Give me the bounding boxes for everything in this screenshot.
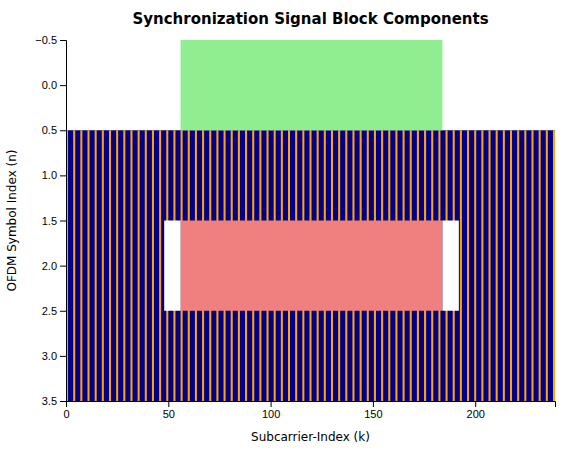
region-rect [80,130,82,401]
x-axis-tick-label: 100 [262,408,280,420]
y-axis-tick: 2.0 [42,260,66,272]
region-rect [66,130,555,401]
y-axis-tick-label: 0.0 [42,79,57,91]
y-axis-tick-mark [60,130,66,131]
region-rect [164,221,180,311]
chart: 0 50 100 150 200 −0.5 0.0 0.5 1.0 1.5 2.0 2.5 3.0 3.5… [0,0,579,453]
y-axis-tick: 3.0 [42,350,66,362]
region-rect [442,221,458,311]
region-rect [517,130,519,401]
y-axis-tick: 0.5 [42,124,66,136]
y-axis-tick-label: 3.0 [42,350,57,362]
y-axis-tick: 1.5 [42,215,66,227]
y-axis-tick: −0.5 [35,34,66,46]
y-axis-tick-mark [60,85,66,86]
region-rect [181,40,443,130]
x-axis-tick-label: 50 [163,408,175,420]
x-axis-tick: 50 [163,401,175,420]
x-axis-tick: 100 [262,401,280,420]
region-rect [510,130,512,401]
y-axis-tick-label: 2.0 [42,260,57,272]
region-rect [152,130,154,401]
x-axis-title: Subcarrier-Index (k) [251,430,370,444]
y-axis-tick-label: 1.0 [42,169,57,181]
x-axis-tick-label: 0 [63,408,69,420]
y-axis-tick-mark [60,221,66,222]
x-axis-tick: 200 [467,401,485,420]
y-axis-tick-mark [60,311,66,312]
region-rect [489,130,491,401]
y-axis-tick-mark [60,175,66,176]
x-axis-tick-mark [373,401,374,407]
region-rect [109,130,111,401]
y-axis-tick: 0.0 [42,79,66,91]
y-axis-tick-label: 0.5 [42,124,57,136]
region-rect [460,130,462,401]
region-rect [130,130,132,401]
y-axis-tick: 1.0 [42,169,66,181]
y-axis-tick-label: 3.5 [42,395,57,407]
region-rect [123,130,125,401]
x-axis-tick-mark [168,401,169,407]
x-axis-tick-label: 150 [364,408,382,420]
region-rect [524,130,526,401]
region-rect [503,130,505,401]
y-axis-title: OFDM Symbol Index (n) [5,149,19,291]
region-rect [481,130,483,401]
region-rect [116,130,118,401]
x-axis-tick-label: 200 [467,408,485,420]
y-axis-tick-mark [60,40,66,41]
region-rect [531,130,533,401]
region-rect [181,221,443,311]
y-axis-tick: 2.5 [42,305,66,317]
region-rect [496,130,498,401]
y-axis-tick-mark [60,356,66,357]
marks [66,40,555,401]
region-rect [102,130,104,401]
region-rect [145,130,147,401]
region-rect [73,130,75,401]
region-rect [138,130,140,401]
plot: 0 50 100 150 200 −0.5 0.0 0.5 1.0 1.5 2.0 2.5 3.0 3.5 [35,34,555,420]
y-axis-line [60,41,67,402]
region-rect [87,130,89,401]
region-rect [474,130,476,401]
x-axis-tick: 150 [364,401,382,420]
region-rect [95,130,97,401]
x-axis: 0 50 100 150 200 [63,401,555,420]
x-axis-tick-mark [475,401,476,407]
x-axis-tick-mark [271,401,272,407]
x-axis-tick: 0 [63,401,69,420]
y-axis-tick-mark [60,401,66,402]
y-axis-tick: 3.5 [42,395,66,407]
title: Synchronization Signal Block Components [132,10,488,28]
y-axis-tick-label: 1.5 [42,215,57,227]
region-rect [546,130,548,401]
y-axis-tick-mark [60,266,66,267]
x-axis-line [67,402,556,408]
y-axis-tick-label: −0.5 [35,34,57,46]
region-rect [467,130,469,401]
y-axis-tick-label: 2.5 [42,305,57,317]
region-rect [553,130,555,401]
y-axis: −0.5 0.0 0.5 1.0 1.5 2.0 2.5 3.0 3.5 [35,34,66,407]
region-rect [539,130,541,401]
region-rect [159,130,161,401]
